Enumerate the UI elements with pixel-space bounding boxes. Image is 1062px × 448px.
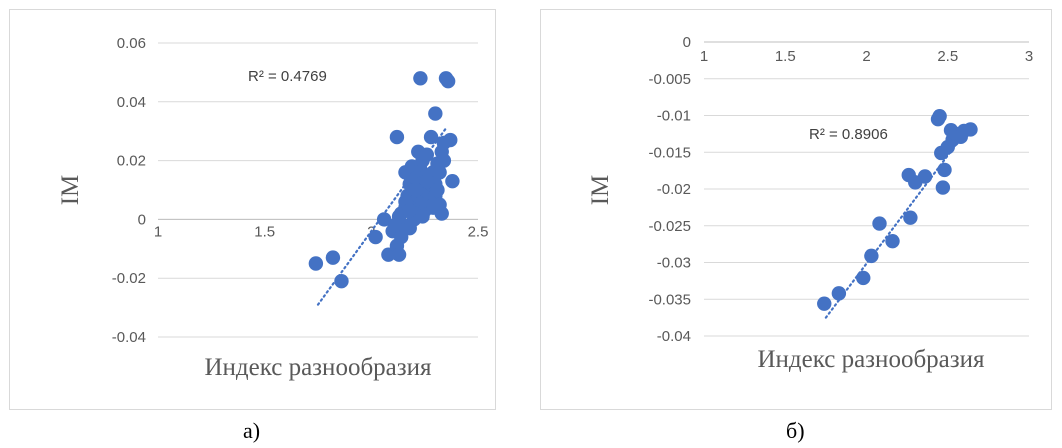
- data-point: [376, 212, 392, 227]
- y-axis-title: IM: [587, 175, 614, 206]
- data-point: [937, 162, 952, 178]
- y-tick-label: -0.035: [648, 291, 691, 308]
- data-point: [419, 147, 434, 162]
- data-point: [426, 197, 441, 212]
- data-point: [415, 209, 430, 224]
- data-point: [935, 180, 951, 195]
- data-point: [389, 129, 405, 145]
- x-tick-label: 1: [700, 48, 708, 65]
- x-tick-label: 3: [1025, 48, 1033, 65]
- data-point: [903, 210, 918, 225]
- x-axis-title: Индекс разнообразия: [757, 346, 985, 373]
- y-tick-label: 0: [138, 211, 146, 228]
- x-tick-label: 2.5: [468, 223, 489, 240]
- data-point: [436, 153, 452, 168]
- r-squared-label: R² = 0.8906: [809, 126, 888, 143]
- data-point: [872, 216, 887, 231]
- y-tick-label: -0.02: [657, 181, 691, 198]
- data-point: [856, 270, 871, 286]
- x-axis-title: Индекс разнообразия: [204, 354, 432, 381]
- data-point: [423, 129, 439, 145]
- data-point: [831, 286, 847, 301]
- data-point: [368, 229, 383, 245]
- y-tick-label: -0.04: [112, 329, 146, 346]
- x-tick-label: 2: [862, 48, 870, 65]
- y-tick-label: -0.04: [657, 328, 691, 345]
- data-point: [443, 132, 458, 148]
- chart-b: -0.04 -0.035 -0.03 -0.025 -0.02 -0.015 -0.01 -0…: [587, 34, 1033, 373]
- data-point: [413, 71, 428, 86]
- caption-b: б): [786, 418, 805, 443]
- y-tick-label: -0.025: [648, 218, 691, 235]
- data-point: [419, 173, 434, 189]
- data-point: [334, 273, 349, 289]
- data-point: [402, 203, 417, 218]
- y-tick-label: 0: [683, 34, 691, 51]
- r-squared-label: R² = 0.4769: [248, 68, 327, 85]
- data-point: [391, 247, 407, 262]
- data-point: [864, 248, 879, 264]
- data-point: [308, 256, 324, 271]
- y-tick-label: -0.01: [657, 108, 691, 125]
- data-point: [963, 122, 978, 137]
- data-point: [817, 296, 832, 311]
- data-point: [440, 74, 456, 89]
- y-axis-title: IM: [57, 175, 84, 206]
- y-tick-label: 0.06: [117, 35, 146, 52]
- y-tick-label: -0.02: [112, 270, 146, 287]
- chart-panel-b: -0.04 -0.035 -0.03 -0.025 -0.02 -0.015 -0.01 -0…: [540, 9, 1052, 410]
- data-point: [932, 109, 947, 124]
- x-tick-label: 1.5: [254, 223, 275, 240]
- data-point: [445, 173, 460, 189]
- data-point: [387, 218, 402, 233]
- y-tick-label: 0.02: [117, 153, 146, 170]
- data-point: [325, 250, 341, 265]
- x-tick-label: 1: [154, 223, 162, 240]
- data-point: [408, 182, 424, 198]
- y-tick-label: -0.015: [648, 144, 691, 161]
- y-tick-label: -0.005: [648, 71, 691, 88]
- caption-a: а): [243, 418, 261, 443]
- x-tick-label: 2.5: [937, 48, 958, 65]
- x-tick-label: 1.5: [775, 48, 796, 65]
- data-point: [430, 182, 445, 198]
- data-point: [917, 169, 933, 184]
- data-point: [885, 233, 900, 249]
- data-point: [428, 106, 443, 121]
- y-tick-label: 0.04: [117, 94, 146, 111]
- y-tick-label: -0.03: [657, 255, 691, 272]
- data-point: [432, 165, 447, 180]
